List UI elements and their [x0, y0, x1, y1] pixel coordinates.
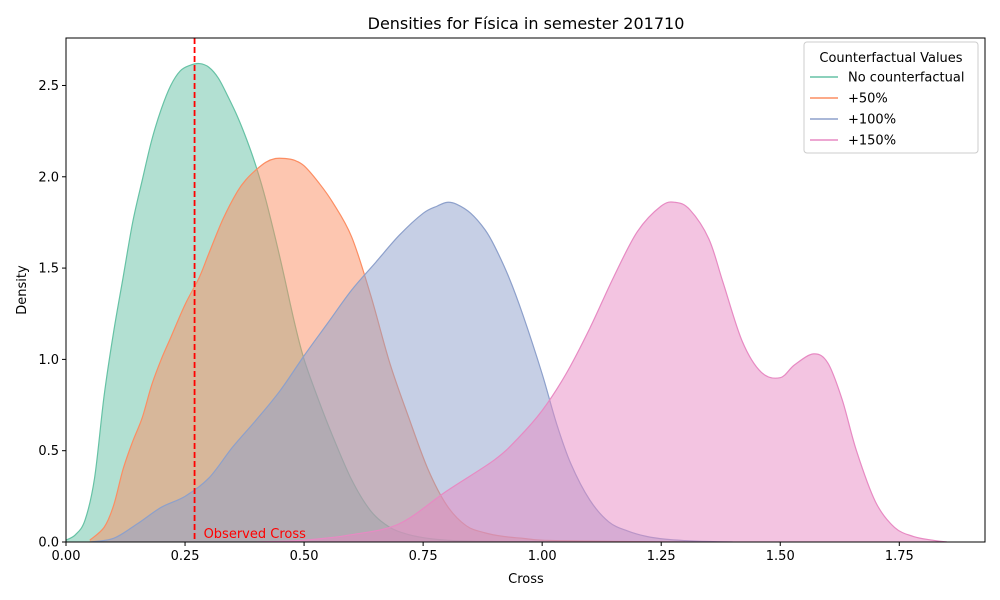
x-tick-label: 0.25 [171, 549, 200, 564]
density-line-3 [256, 201, 947, 542]
axes: 0.00 0.25 0.50 0.75 1.00 1.25 1.50 1.75 0.0 0.5 1.… [38, 37, 986, 564]
x-tick-label: 1.75 [885, 549, 914, 564]
legend-entry: No counterfactual [848, 71, 964, 86]
y-tick-label: 0.0 [38, 536, 59, 551]
legend-title: Counterfactual Values [819, 51, 962, 66]
x-tick-label: 0.75 [409, 549, 438, 564]
x-tick-label: 0.50 [290, 549, 319, 564]
density-area-3 [256, 201, 947, 542]
legend-entry: +50% [848, 92, 888, 107]
x-tick-label: 0.00 [52, 549, 81, 564]
y-tick-label: 2.5 [38, 79, 59, 94]
chart-title: Densities for Física in semester 201710 [368, 14, 685, 33]
x-tick-label: 1.50 [766, 549, 795, 564]
y-axis-label: Density [15, 265, 30, 315]
plot-clip-group [66, 62, 947, 542]
y-tick-label: 0.5 [38, 444, 59, 459]
observed-label: Observed Cross [204, 527, 307, 542]
x-tick-label: 1.25 [647, 549, 676, 564]
legend-entry: +150% [848, 134, 896, 149]
density-area-2 [89, 202, 733, 542]
legend: Counterfactual Values No counterfactual +… [803, 41, 979, 154]
y-tick-label: 1.5 [38, 262, 59, 277]
legend-box [803, 41, 979, 154]
y-tick-label: 1.0 [38, 353, 59, 368]
x-axis-label: Cross [508, 572, 544, 587]
plot-area: Observed Cross [66, 38, 947, 542]
y-tick-label: 2.0 [38, 170, 59, 185]
plot-frame [65, 37, 986, 543]
legend-entry: +100% [848, 113, 896, 128]
x-tick-label: 1.00 [528, 549, 557, 564]
